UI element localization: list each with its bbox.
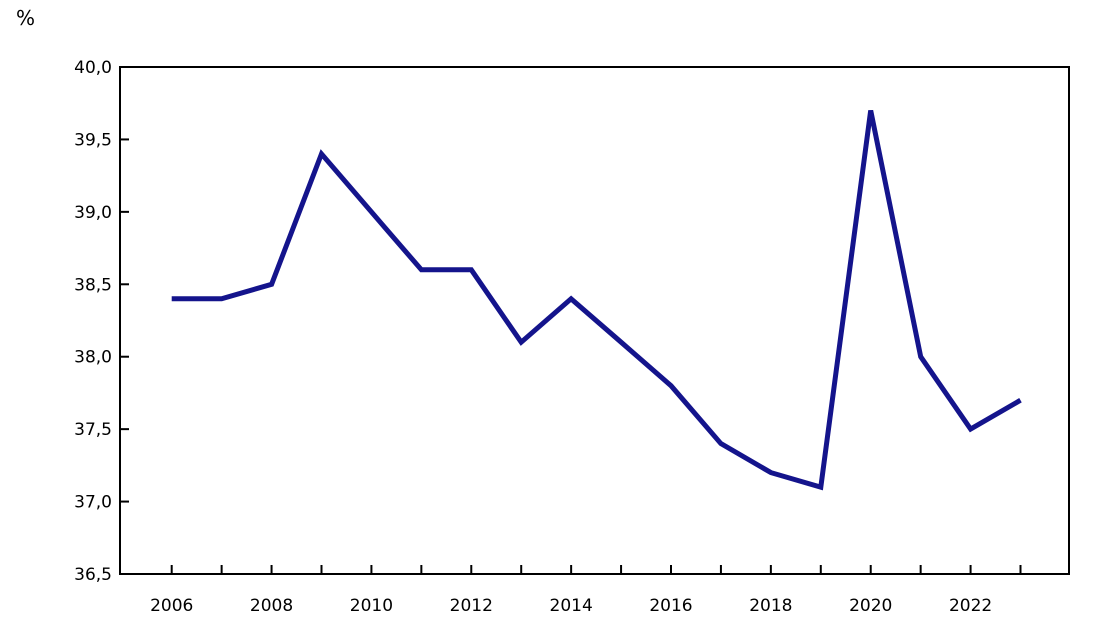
y-axis-tick-label: 37,0 [74,493,112,513]
y-axis-tick-label: 38,5 [74,275,112,295]
y-axis-tick-label: 38,0 [74,348,112,368]
x-axis-tick-label: 2014 [550,596,593,616]
data-line-percent-series [171,110,1022,491]
y-axis-tick-label: 39,0 [74,203,112,223]
x-axis-tick-label: 2018 [749,596,792,616]
x-axis-tick-label: 2006 [150,596,193,616]
y-axis-tick-label: 40,0 [74,58,112,78]
x-axis-tick-label: 2020 [849,596,892,616]
x-axis-tick-label: 2012 [450,596,493,616]
y-axis-tick-label: 37,5 [74,420,112,440]
x-axis-tick-label: 2016 [649,596,692,616]
x-axis-tick-label: 2022 [949,596,992,616]
x-axis-tick-label: 2008 [250,596,293,616]
y-axis-tick-label: 36,5 [74,565,112,585]
y-axis-tick-label: 39,5 [74,130,112,150]
plot-border [119,66,1070,575]
x-axis-tick-label: 2010 [350,596,393,616]
y-axis-unit-label: % [16,6,36,30]
